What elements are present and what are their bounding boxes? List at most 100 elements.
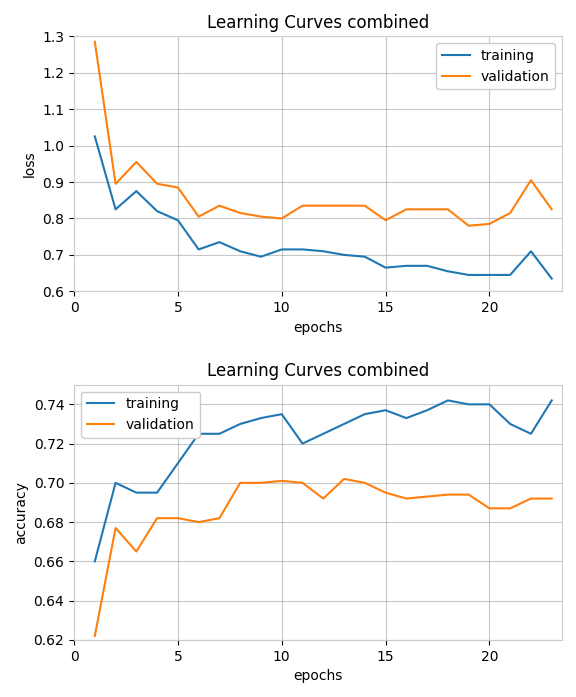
- validation: [445, 491, 452, 499]
- validation: [486, 220, 493, 228]
- validation: [216, 201, 223, 210]
- training: [112, 479, 119, 487]
- training: [216, 238, 223, 246]
- training: [548, 396, 555, 404]
- validation: [361, 201, 368, 210]
- validation: [445, 205, 452, 213]
- validation: [424, 205, 431, 213]
- validation: [382, 216, 389, 224]
- validation: [216, 514, 223, 522]
- training: [465, 270, 472, 279]
- validation: [465, 222, 472, 230]
- validation: [320, 201, 327, 210]
- training: [340, 420, 347, 428]
- validation: [112, 180, 119, 188]
- validation: [361, 479, 368, 487]
- training: [424, 261, 431, 270]
- validation: [154, 180, 161, 188]
- training: [465, 400, 472, 408]
- Line: validation: validation: [95, 42, 552, 226]
- validation: [424, 492, 431, 500]
- training: [507, 420, 514, 428]
- validation: [175, 514, 181, 522]
- training: [133, 187, 140, 195]
- training: [548, 275, 555, 283]
- validation: [195, 213, 202, 221]
- validation: [237, 479, 244, 487]
- Y-axis label: loss: loss: [22, 151, 37, 177]
- training: [361, 410, 368, 418]
- training: [403, 261, 410, 270]
- validation: [237, 209, 244, 217]
- training: [445, 267, 452, 275]
- validation: [403, 205, 410, 213]
- training: [278, 245, 285, 254]
- Legend: training, validation: training, validation: [437, 43, 555, 89]
- Y-axis label: accuracy: accuracy: [14, 481, 28, 544]
- training: [361, 252, 368, 261]
- validation: [92, 38, 98, 46]
- training: [195, 429, 202, 438]
- training: [424, 406, 431, 415]
- training: [320, 247, 327, 255]
- validation: [403, 494, 410, 503]
- training: [257, 414, 264, 422]
- training: [528, 429, 535, 438]
- validation: [257, 213, 264, 221]
- training: [486, 270, 493, 279]
- training: [320, 429, 327, 438]
- training: [237, 420, 244, 428]
- validation: [340, 475, 347, 483]
- training: [445, 396, 452, 404]
- validation: [92, 631, 98, 640]
- Title: Learning Curves combined: Learning Curves combined: [207, 14, 429, 32]
- Title: Learning Curves combined: Learning Curves combined: [207, 362, 429, 381]
- training: [175, 459, 181, 468]
- validation: [299, 479, 306, 487]
- training: [216, 429, 223, 438]
- training: [382, 406, 389, 415]
- training: [92, 132, 98, 141]
- validation: [278, 477, 285, 485]
- Line: validation: validation: [95, 479, 552, 636]
- validation: [320, 494, 327, 503]
- validation: [528, 494, 535, 503]
- training: [133, 489, 140, 497]
- training: [486, 400, 493, 408]
- validation: [548, 494, 555, 503]
- training: [528, 247, 535, 255]
- Line: training: training: [95, 400, 552, 561]
- training: [112, 205, 119, 213]
- validation: [112, 523, 119, 532]
- training: [195, 245, 202, 254]
- X-axis label: epochs: epochs: [293, 321, 343, 335]
- validation: [278, 214, 285, 222]
- validation: [133, 547, 140, 556]
- training: [403, 414, 410, 422]
- validation: [507, 504, 514, 512]
- training: [382, 263, 389, 272]
- training: [340, 251, 347, 259]
- training: [175, 216, 181, 224]
- training: [299, 439, 306, 447]
- validation: [195, 518, 202, 526]
- training: [92, 557, 98, 565]
- training: [507, 270, 514, 279]
- training: [237, 247, 244, 255]
- validation: [299, 201, 306, 210]
- Legend: training, validation: training, validation: [81, 392, 200, 438]
- training: [278, 410, 285, 418]
- training: [154, 489, 161, 497]
- Line: training: training: [95, 137, 552, 279]
- validation: [548, 205, 555, 213]
- validation: [465, 491, 472, 499]
- validation: [154, 514, 161, 522]
- training: [299, 245, 306, 254]
- validation: [133, 158, 140, 166]
- X-axis label: epochs: epochs: [293, 669, 343, 683]
- validation: [175, 183, 181, 192]
- validation: [382, 489, 389, 497]
- training: [154, 207, 161, 215]
- validation: [507, 209, 514, 217]
- validation: [340, 201, 347, 210]
